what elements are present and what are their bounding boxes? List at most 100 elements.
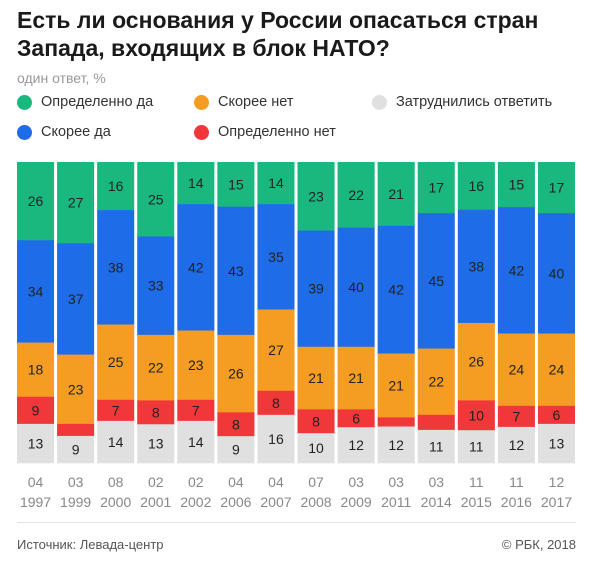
tick-label-month: 04: [268, 474, 284, 490]
data-label-definitely-no: 8: [272, 395, 280, 411]
tick-label-month: 03: [388, 474, 404, 490]
bar-segment-rather-no: [97, 324, 135, 401]
data-label-rather-no: 23: [68, 381, 84, 397]
bar-segment-definitely-no: [417, 414, 455, 431]
bar-segment-definitely-yes: [217, 162, 255, 207]
data-label-rather-no: 24: [509, 362, 525, 378]
tick-label-year: 2000: [100, 494, 131, 510]
bar-segment-hard-to-say: [377, 426, 415, 464]
data-label-rather-no: 25: [108, 354, 124, 370]
copyright: © РБК, 2018: [501, 537, 576, 552]
tick-label-month: 11: [509, 474, 524, 490]
tick-label-month: 08: [108, 474, 124, 490]
tick-label-year: 2017: [541, 494, 572, 510]
data-label-hard-to-say: 9: [72, 441, 80, 457]
bar-segment-hard-to-say: [297, 433, 335, 464]
bar-segment-definitely-no: [137, 400, 175, 425]
data-label-hard-to-say: 13: [28, 435, 44, 451]
tick-label-month: 07: [308, 474, 324, 490]
tick-label-year: 2002: [180, 494, 211, 510]
legend: Определенно да Скорее нет Затруднились о…: [17, 94, 587, 146]
bar-segment-rather-yes: [297, 230, 335, 348]
legend-item-rather-no: Скорее нет: [194, 94, 294, 110]
data-label-definitely-yes: 23: [308, 188, 324, 204]
bar-group: 17 45 22 11: [417, 162, 455, 464]
bar-group: 14 42 23 7 14: [177, 162, 215, 464]
data-label-rather-no: 22: [428, 374, 444, 390]
legend-swatch-hard-to-say: [372, 94, 387, 110]
data-label-hard-to-say: 14: [108, 434, 124, 450]
bar-group: 25 33 22 8 13: [137, 162, 175, 464]
bar-segment-definitely-no: [537, 405, 575, 425]
bar-segment-definitely-no: [457, 400, 495, 431]
tick-label-year: 2011: [381, 494, 411, 510]
bar-segment-rather-no: [377, 353, 415, 418]
data-label-hard-to-say: 12: [509, 437, 525, 453]
data-label-definitely-no: 7: [192, 402, 200, 418]
bar-segment-rather-no: [177, 330, 215, 401]
tick-label-year: 2015: [461, 494, 492, 510]
bar-group: 21 42 21 12: [377, 162, 415, 464]
data-label-definitely-yes: 15: [228, 176, 244, 192]
bar-segment-rather-no: [337, 346, 375, 410]
data-label-hard-to-say: 10: [308, 440, 324, 456]
data-label-rather-yes: 35: [268, 249, 284, 265]
data-label-definitely-yes: 14: [268, 175, 284, 191]
bar-segment-rather-yes: [217, 206, 255, 336]
bar-segment-definitely-yes: [97, 162, 135, 211]
bar-segment-rather-yes: [177, 204, 215, 331]
data-label-rather-no: 26: [469, 354, 485, 370]
bar-segment-hard-to-say: [337, 427, 375, 464]
bar-segment-definitely-no: [17, 396, 55, 425]
data-label-rather-yes: 38: [108, 259, 124, 275]
data-label-definitely-yes: 17: [549, 180, 565, 196]
chart-subtitle: один ответ, %: [17, 70, 106, 86]
legend-label-rather-no: Скорее нет: [218, 94, 294, 110]
bar-segment-hard-to-say: [257, 414, 295, 464]
data-label-definitely-yes: 17: [428, 180, 444, 196]
data-label-definitely-yes: 16: [469, 178, 485, 194]
bar-segment-rather-yes: [97, 210, 135, 325]
data-label-rather-no: 21: [308, 370, 324, 386]
bar-segment-definitely-no: [97, 399, 135, 422]
bar-segment-rather-no: [137, 334, 175, 401]
bar-segment-rather-yes: [137, 236, 175, 336]
tick-label-month: 03: [68, 474, 84, 490]
bar-group: 15 43 26 8 9: [217, 162, 255, 464]
bar-segment-hard-to-say: [537, 423, 575, 464]
bar-segment-definitely-yes: [457, 162, 495, 210]
data-label-definitely-yes: 14: [188, 175, 204, 191]
bar-segment-rather-no: [297, 346, 335, 410]
bar-segment-definitely-yes: [257, 162, 295, 205]
bar-segment-definitely-yes: [57, 162, 95, 244]
bar-segment-definitely-no: [217, 412, 255, 437]
legend-item-definitely-no: Определенно нет: [194, 124, 336, 140]
tick-label-year: 2007: [260, 494, 291, 510]
legend-item-definitely-yes: Определенно да: [17, 94, 153, 110]
data-label-rather-yes: 38: [469, 258, 485, 274]
data-label-rather-no: 23: [188, 357, 204, 373]
bar-segment-definitely-no: [497, 405, 535, 428]
bar-segment-rather-no: [257, 309, 295, 392]
data-label-rather-yes: 40: [549, 265, 565, 281]
bar-segment-rather-no: [417, 348, 455, 416]
legend-label-definitely-yes: Определенно да: [41, 94, 154, 110]
bar-segment-definitely-no: [257, 390, 295, 416]
bar-segment-definitely-yes: [417, 162, 455, 214]
tick-label-month: 02: [188, 474, 204, 490]
data-label-definitely-yes: 21: [388, 186, 404, 202]
tick-label-month: 02: [148, 474, 164, 490]
tick-label-month: 03: [428, 474, 444, 490]
bar-segment-rather-yes: [337, 227, 375, 348]
bar-segment-hard-to-say: [17, 423, 55, 464]
data-label-rather-yes: 39: [308, 281, 324, 297]
bar-segment-definitely-yes: [297, 162, 335, 231]
data-label-rather-yes: 42: [509, 262, 525, 278]
data-label-definitely-no: 6: [352, 410, 360, 426]
legend-swatch-rather-no: [194, 94, 209, 110]
tick-label-year: 2016: [501, 494, 532, 510]
bar-segment-hard-to-say: [97, 420, 135, 464]
data-label-rather-yes: 34: [28, 283, 44, 299]
bar-segment-definitely-no: [177, 399, 215, 422]
data-label-hard-to-say: 12: [348, 437, 364, 453]
